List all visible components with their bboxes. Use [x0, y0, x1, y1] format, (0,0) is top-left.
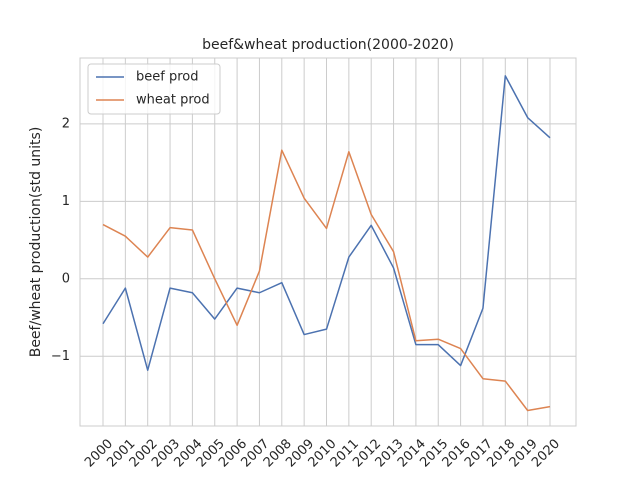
- data-point: [459, 347, 461, 349]
- data-point: [236, 287, 238, 289]
- series-line-wheat: [102, 149, 551, 412]
- data-point: [437, 343, 439, 345]
- data-point: [526, 116, 528, 118]
- data-point: [281, 281, 283, 283]
- x-tick-labels: 2000200120022003200420052006200720082009…: [82, 436, 563, 470]
- data-point: [102, 223, 104, 225]
- data-point: [504, 380, 506, 382]
- data-point: [549, 137, 551, 139]
- data-point: [415, 343, 417, 345]
- y-tick-label: −1: [51, 349, 70, 364]
- chart-title: beef&wheat production(2000-2020): [202, 37, 454, 53]
- y-axis-label: Beef/wheat production(std units): [28, 127, 44, 358]
- data-point: [303, 197, 305, 199]
- data-point: [370, 224, 372, 226]
- y-tick-label: 0: [62, 271, 70, 286]
- series-line-beef: [102, 75, 551, 371]
- data-point: [147, 256, 149, 258]
- legend-label-wheat: wheat prod: [136, 93, 210, 108]
- data-point: [124, 235, 126, 237]
- data-point: [348, 151, 350, 153]
- data-point: [102, 323, 104, 325]
- data-point: [415, 340, 417, 342]
- data-point: [392, 267, 394, 269]
- data-point: [258, 270, 260, 272]
- data-point: [191, 292, 193, 294]
- legend: beef prod wheat prod: [87, 63, 221, 115]
- y-tick-label: 1: [62, 194, 70, 209]
- data-point: [325, 227, 327, 229]
- data-point: [482, 307, 484, 309]
- data-point: [325, 328, 327, 330]
- data-point: [370, 213, 372, 215]
- data-point: [437, 338, 439, 340]
- data-point: [348, 256, 350, 258]
- data-point: [124, 287, 126, 289]
- data-point: [214, 278, 216, 280]
- data-point: [191, 229, 193, 231]
- data-point: [549, 405, 551, 407]
- data-point: [214, 318, 216, 320]
- data-point: [482, 378, 484, 380]
- data-point: [169, 226, 171, 228]
- plot-frame: [79, 57, 577, 427]
- data-point: [303, 333, 305, 335]
- data-point: [281, 149, 283, 151]
- data-point: [236, 324, 238, 326]
- data-point: [258, 292, 260, 294]
- grid: [80, 58, 576, 426]
- data-point: [147, 369, 149, 371]
- series-layer: [102, 75, 551, 412]
- data-point: [392, 250, 394, 252]
- data-point: [526, 409, 528, 411]
- y-tick-labels: −1 0 1 2: [51, 116, 70, 363]
- data-point: [504, 75, 506, 77]
- y-tick-label: 2: [62, 116, 70, 131]
- data-point: [169, 287, 171, 289]
- data-point: [459, 364, 461, 366]
- legend-label-beef: beef prod: [136, 70, 198, 85]
